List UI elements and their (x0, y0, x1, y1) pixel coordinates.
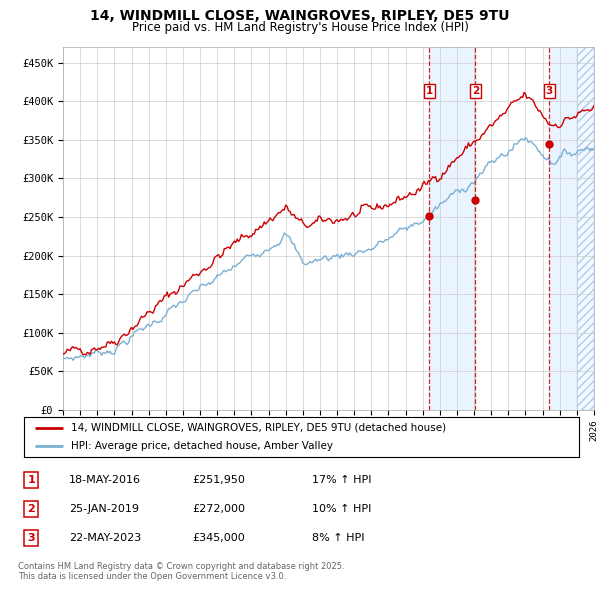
Text: 1: 1 (28, 475, 35, 484)
Bar (429, 47, 475, 410)
Text: £251,950: £251,950 (192, 475, 245, 484)
Text: Contains HM Land Registry data © Crown copyright and database right 2025.
This d: Contains HM Land Registry data © Crown c… (18, 562, 344, 581)
Text: HPI: Average price, detached house, Amber Valley: HPI: Average price, detached house, Ambe… (71, 441, 333, 451)
Text: £272,000: £272,000 (192, 504, 245, 514)
Text: 22-MAY-2023: 22-MAY-2023 (69, 533, 141, 543)
Text: 8% ↑ HPI: 8% ↑ HPI (312, 533, 365, 543)
Text: 2: 2 (472, 86, 479, 96)
Text: 3: 3 (28, 533, 35, 543)
Bar (577, 47, 594, 410)
Text: 17% ↑ HPI: 17% ↑ HPI (312, 475, 371, 484)
Text: 10% ↑ HPI: 10% ↑ HPI (312, 504, 371, 514)
Bar (549, 47, 577, 410)
Text: 14, WINDMILL CLOSE, WAINGROVES, RIPLEY, DE5 9TU: 14, WINDMILL CLOSE, WAINGROVES, RIPLEY, … (90, 9, 510, 23)
Text: 2: 2 (28, 504, 35, 514)
Text: 1: 1 (425, 86, 433, 96)
Text: Price paid vs. HM Land Registry's House Price Index (HPI): Price paid vs. HM Land Registry's House … (131, 21, 469, 34)
Text: 18-MAY-2016: 18-MAY-2016 (69, 475, 141, 484)
Text: 3: 3 (545, 86, 553, 96)
Text: £345,000: £345,000 (192, 533, 245, 543)
Bar (577, 47, 594, 410)
Text: 14, WINDMILL CLOSE, WAINGROVES, RIPLEY, DE5 9TU (detached house): 14, WINDMILL CLOSE, WAINGROVES, RIPLEY, … (71, 423, 446, 433)
Text: 25-JAN-2019: 25-JAN-2019 (69, 504, 139, 514)
